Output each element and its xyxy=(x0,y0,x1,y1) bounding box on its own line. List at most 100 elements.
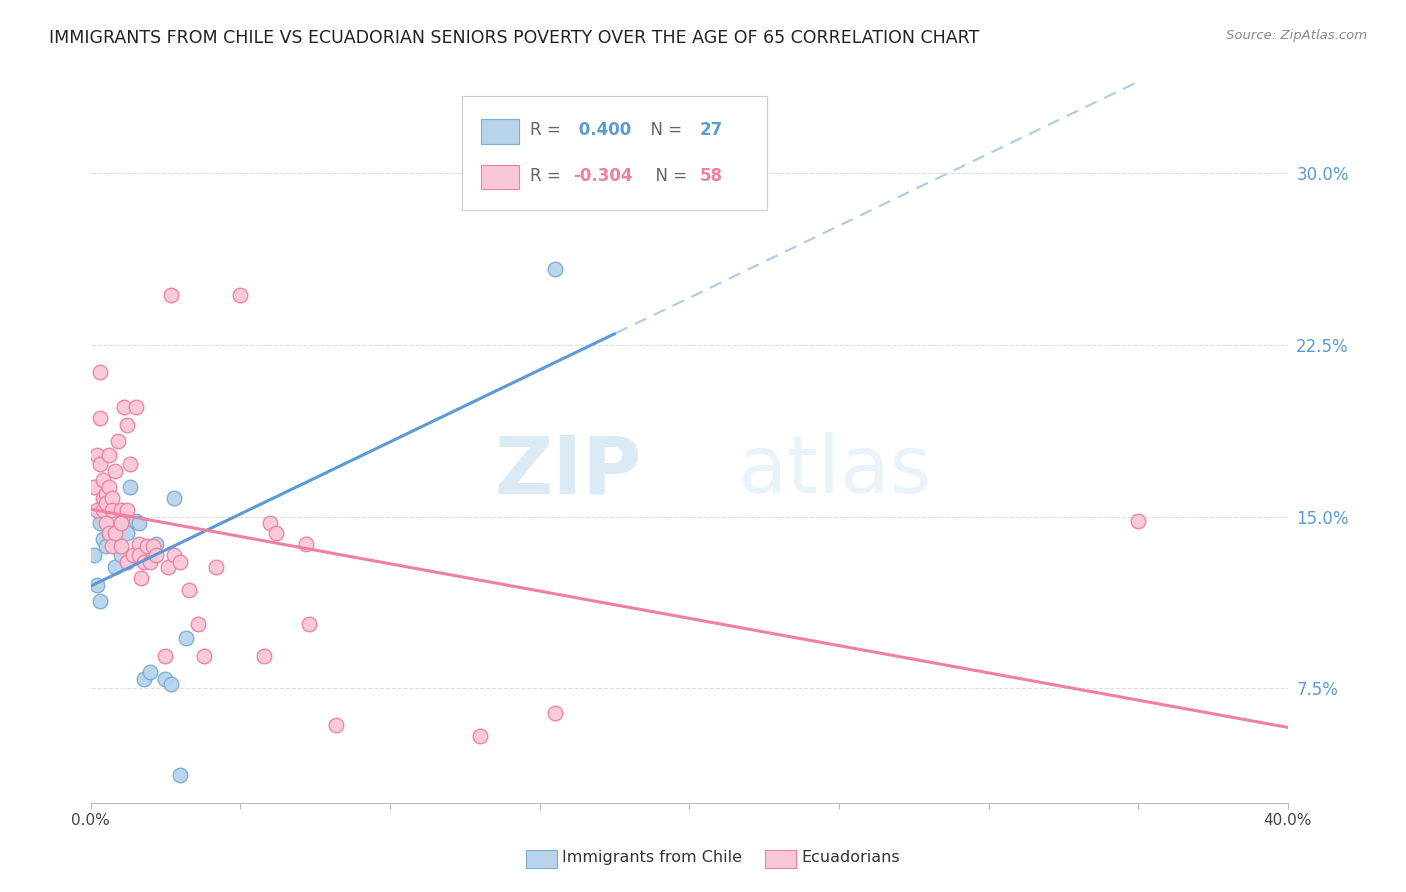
Point xyxy=(163,549,186,563)
Text: -0.304: -0.304 xyxy=(574,167,633,185)
Point xyxy=(139,555,162,569)
Point xyxy=(103,525,125,540)
Text: 27: 27 xyxy=(700,121,723,139)
Text: R =: R = xyxy=(530,121,567,139)
Point xyxy=(543,262,565,277)
Point xyxy=(163,491,186,506)
Point xyxy=(155,672,177,686)
Point xyxy=(139,665,162,680)
Point xyxy=(145,549,167,563)
Text: Ecuadorians: Ecuadorians xyxy=(801,850,900,864)
Text: atlas: atlas xyxy=(737,432,932,510)
Point xyxy=(107,434,129,448)
Point xyxy=(86,578,108,592)
Point xyxy=(259,516,281,531)
FancyBboxPatch shape xyxy=(481,165,519,189)
Text: 0.400: 0.400 xyxy=(574,121,631,139)
Point xyxy=(136,539,159,553)
Point xyxy=(94,496,117,510)
Point xyxy=(298,617,321,632)
Point xyxy=(128,537,150,551)
Point xyxy=(543,706,565,721)
Point xyxy=(124,400,146,414)
Point xyxy=(91,533,114,547)
Point xyxy=(91,502,114,516)
Point xyxy=(89,457,111,471)
Point xyxy=(1128,514,1150,528)
Point xyxy=(145,537,167,551)
Text: Immigrants from Chile: Immigrants from Chile xyxy=(562,850,742,864)
Point xyxy=(264,525,287,540)
Point xyxy=(118,480,141,494)
FancyBboxPatch shape xyxy=(461,96,768,211)
Point xyxy=(187,617,209,632)
Point xyxy=(94,516,117,531)
Text: N =: N = xyxy=(640,121,688,139)
Point xyxy=(97,448,120,462)
Point xyxy=(94,486,117,500)
Point xyxy=(468,729,491,743)
Point xyxy=(115,525,138,540)
Point xyxy=(110,502,132,516)
Text: IMMIGRANTS FROM CHILE VS ECUADORIAN SENIORS POVERTY OVER THE AGE OF 65 CORRELATI: IMMIGRANTS FROM CHILE VS ECUADORIAN SENI… xyxy=(49,29,980,46)
Point xyxy=(83,480,105,494)
Point xyxy=(100,502,122,516)
Point xyxy=(89,366,111,380)
Point xyxy=(89,594,111,608)
Point xyxy=(110,539,132,553)
Point xyxy=(179,582,201,597)
Point xyxy=(134,555,156,569)
Text: ZIP: ZIP xyxy=(494,432,641,510)
Point xyxy=(103,560,125,574)
Point xyxy=(169,555,191,569)
Point xyxy=(107,539,129,553)
Point xyxy=(110,549,132,563)
Point xyxy=(94,491,117,506)
Point xyxy=(124,514,146,528)
Point xyxy=(94,539,117,553)
Point xyxy=(160,676,183,690)
Point xyxy=(155,649,177,664)
Point xyxy=(142,539,165,553)
Point xyxy=(325,717,347,731)
Point xyxy=(97,525,120,540)
Text: Source: ZipAtlas.com: Source: ZipAtlas.com xyxy=(1226,29,1367,42)
Point xyxy=(118,457,141,471)
Point xyxy=(86,448,108,462)
Point xyxy=(115,418,138,433)
Point xyxy=(131,571,153,585)
Text: N =: N = xyxy=(645,167,692,185)
Point xyxy=(89,411,111,425)
Point xyxy=(91,473,114,487)
Point xyxy=(121,549,143,563)
Point xyxy=(103,464,125,478)
Point xyxy=(157,560,180,574)
Point xyxy=(229,287,252,301)
Text: 58: 58 xyxy=(700,167,723,185)
Point xyxy=(205,560,228,574)
Point xyxy=(110,516,132,531)
Point xyxy=(193,649,215,664)
Point xyxy=(134,672,156,686)
Point xyxy=(97,480,120,494)
Point xyxy=(176,631,198,645)
Point xyxy=(91,491,114,506)
Point xyxy=(110,516,132,531)
Point xyxy=(295,537,318,551)
Text: R =: R = xyxy=(530,167,567,185)
Point xyxy=(100,528,122,542)
FancyBboxPatch shape xyxy=(481,120,519,144)
Point xyxy=(86,502,108,516)
Point xyxy=(128,516,150,531)
Point xyxy=(89,516,111,531)
Point xyxy=(112,400,135,414)
Point xyxy=(160,287,183,301)
Point xyxy=(115,555,138,569)
Point xyxy=(115,502,138,516)
Point xyxy=(100,539,122,553)
Point xyxy=(97,525,120,540)
Point xyxy=(91,500,114,515)
Point xyxy=(83,549,105,563)
Point xyxy=(100,491,122,506)
Point xyxy=(253,649,276,664)
